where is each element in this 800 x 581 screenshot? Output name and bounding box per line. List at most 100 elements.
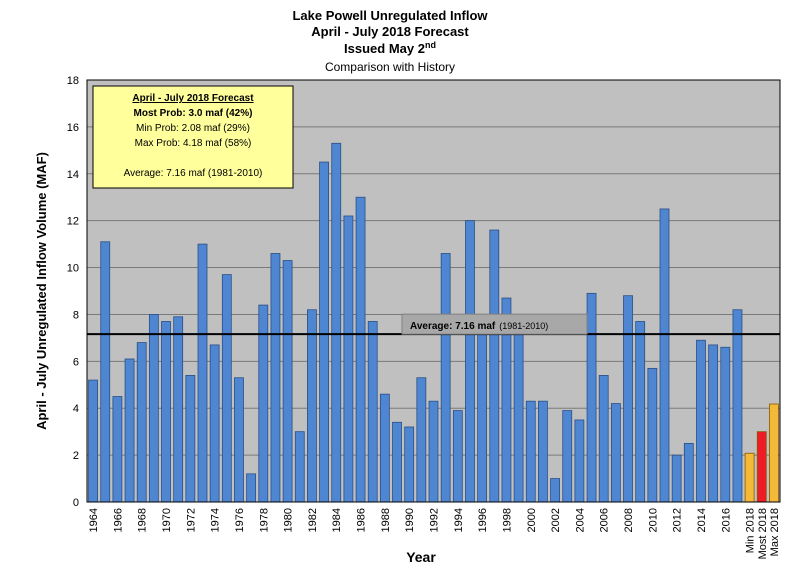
bar-2015 (708, 344, 719, 503)
bar-1974 (209, 344, 220, 503)
issued-text: Issued May 2 (344, 41, 425, 56)
x-tick-label: 2012 (672, 508, 684, 532)
forecast-bar-0 (744, 452, 755, 503)
bar-1977 (246, 473, 257, 503)
x-tick-label: 1976 (234, 508, 246, 532)
bar-1984 (331, 142, 342, 503)
x-tick-label: 1978 (258, 508, 270, 532)
forecast-bar-2 (769, 403, 779, 503)
y-tick-label: 4 (73, 403, 79, 415)
forecast-box-heading: April - July 2018 Forecast (132, 93, 254, 104)
forecast-tick-label: Most 2018 (757, 508, 769, 559)
x-tick-label: 1992 (429, 508, 441, 532)
chart-title-line-2: April - July 2018 Forecast (311, 24, 469, 39)
chart-title-line-1: Lake Powell Unregulated Inflow (292, 8, 488, 23)
bar-1982 (307, 309, 317, 503)
bar-1971 (173, 316, 184, 503)
bar-1970 (161, 321, 171, 503)
bar-2001 (538, 400, 548, 503)
bar-2014 (696, 339, 706, 503)
axes-frame (86, 79, 781, 503)
x-tick-label: 1990 (404, 508, 416, 532)
bar-2000 (525, 400, 536, 503)
bar-1967 (124, 358, 135, 503)
bar-2008 (623, 295, 633, 503)
bar-2004 (574, 419, 585, 503)
forecast-info-box: April - July 2018 Forecast Most Prob: 3.… (92, 85, 294, 189)
bar-2012 (671, 454, 682, 503)
x-tick-label: 1968 (137, 508, 149, 532)
x-tick-label: 2008 (623, 508, 635, 532)
y-tick-label: 10 (67, 263, 79, 275)
x-tick-label: 1972 (185, 508, 197, 532)
x-tick-label: 1986 (356, 508, 368, 532)
chart-subtitle: Comparison with History (325, 60, 455, 74)
bar-1983 (319, 161, 329, 503)
bar-2013 (683, 442, 694, 503)
x-tick-label: 2016 (720, 508, 732, 532)
bar-1964 (88, 379, 98, 503)
x-tick-label: 1996 (477, 508, 489, 532)
bar-1990 (404, 426, 415, 503)
x-tick-labels: 1964 1966 1968 1970 1972 1974 1976 1978 1980 1982… (88, 508, 781, 559)
y-tick-label: 18 (67, 75, 79, 87)
bar-1996 (477, 330, 488, 503)
bar-1979 (270, 253, 281, 503)
x-tick-label: 1970 (161, 508, 173, 532)
bar-1972 (185, 374, 196, 503)
x-tick-label: 1984 (331, 508, 343, 532)
x-tick-label: 2004 (574, 508, 586, 532)
x-tick-label: 1974 (210, 508, 222, 532)
average-label: Average: 7.16 maf (1981-2010) (410, 321, 548, 332)
bar-1968 (136, 342, 147, 503)
average-label-period: (1981-2010) (499, 321, 548, 331)
bar-1973 (197, 243, 208, 503)
x-tick-label: 2006 (599, 508, 611, 532)
forecast-box-most: Most Prob: 3.0 maf (42%) (134, 108, 253, 119)
issued-sup: nd (425, 40, 436, 50)
bar-2010 (647, 367, 658, 503)
forecast-bar-1 (756, 431, 767, 503)
x-tick-label: 1982 (307, 508, 319, 532)
y-tick-label: 2 (73, 450, 79, 462)
x-tick-label: 1964 (88, 508, 100, 532)
forecast-box-min: Min Prob: 2.08 maf (29%) (136, 123, 250, 134)
bar-1986 (355, 196, 366, 503)
bar-2009 (635, 321, 646, 503)
bar-1988 (379, 393, 390, 503)
bar-2005 (586, 292, 597, 503)
x-tick-label: 2010 (647, 508, 659, 532)
forecast-tick-label: Max 2018 (769, 508, 781, 556)
bar-2017 (732, 309, 743, 503)
y-tick-label: 0 (73, 497, 79, 509)
forecast-box-average: Average: 7.16 maf (1981-2010) (124, 168, 263, 179)
bar-1997 (489, 229, 500, 503)
bar-1999 (513, 318, 524, 503)
x-tick-label: 1988 (380, 508, 392, 532)
forecast-box-max: Max Prob: 4.18 maf (58%) (135, 138, 252, 149)
bar-1989 (392, 421, 402, 503)
y-tick-label: 16 (67, 122, 79, 134)
bar-1980 (282, 260, 293, 503)
y-tick-label: 6 (73, 356, 79, 368)
y-axis-label: April - July Unregulated Inflow Volume (… (34, 152, 49, 430)
bar-1969 (148, 314, 159, 503)
x-tick-label: 2000 (526, 508, 538, 532)
y-tick-label: 8 (73, 309, 79, 321)
bar-2002 (550, 478, 560, 503)
average-annotation: Average: 7.16 maf (1981-2010) (87, 313, 780, 336)
chart-issued-line: Issued May 2nd (344, 40, 436, 56)
forecast-box-background (92, 85, 294, 189)
y-tick-labels: 0 2 4 6 8 10 12 14 16 18 (67, 75, 79, 509)
bar-1966 (112, 396, 123, 503)
bar-1975 (221, 274, 232, 503)
bar-2006 (598, 374, 609, 503)
bar-2007 (610, 403, 621, 503)
bar-series (88, 142, 779, 503)
x-tick-label: 2014 (696, 508, 708, 532)
bar-1993 (440, 253, 451, 503)
bar-2003 (562, 410, 573, 503)
bar-1976 (234, 377, 244, 503)
x-tick-label: 1998 (501, 508, 513, 532)
bar-1985 (343, 215, 354, 503)
